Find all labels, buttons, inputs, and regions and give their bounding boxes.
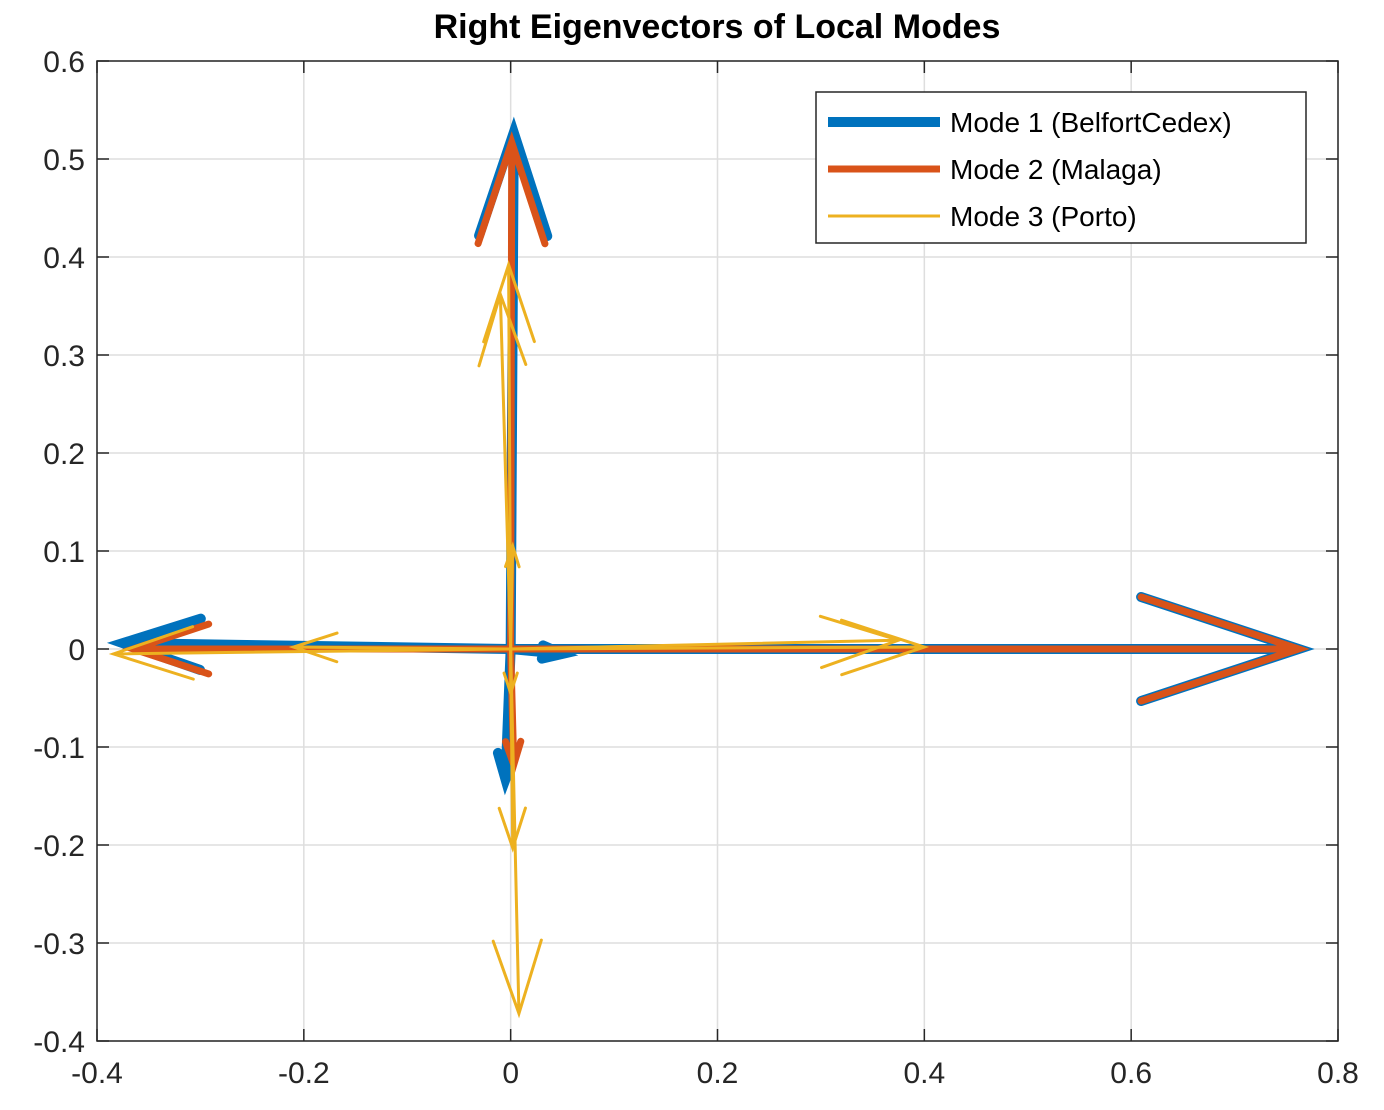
- y-tick-label: 0.2: [43, 438, 85, 471]
- x-tick-label: 0.2: [697, 1057, 739, 1090]
- legend-label-mode-1: Mode 1 (BelfortCedex): [950, 107, 1232, 138]
- y-tick-label: 0.1: [43, 536, 85, 569]
- y-tick-label: -0.2: [33, 830, 85, 863]
- eigenvector-arrow: [502, 647, 519, 698]
- legend[interactable]: Mode 1 (BelfortCedex) Mode 2 (Malaga) Mo…: [815, 91, 1307, 244]
- y-tick-label: 0.6: [43, 46, 85, 79]
- eigenvector-arrow: [504, 541, 521, 651]
- y-tick-label: 0.3: [43, 340, 85, 373]
- eigenvector-arrow: [482, 260, 536, 651]
- y-tick-label: 0.4: [43, 242, 85, 275]
- y-tick-label: 0.5: [43, 144, 85, 177]
- y-tick-label: -0.4: [33, 1026, 85, 1059]
- eigenvector-arrow: [509, 614, 904, 670]
- y-tick-label: -0.1: [33, 732, 85, 765]
- axis-ticks: -0.4 -0.2 0 0.2 0.4 0.6 0.8 -0.4 -0.3 -0.2 -0.1 0 0.…: [33, 46, 1359, 1090]
- x-tick-label: 0.4: [903, 1057, 945, 1090]
- eigenvector-arrow: [288, 631, 513, 664]
- x-tick-label: 0.6: [1110, 1057, 1152, 1090]
- x-tick-label: 0.8: [1317, 1057, 1359, 1090]
- y-tick-label: 0: [68, 634, 85, 667]
- x-tick-label: 0: [502, 1057, 519, 1090]
- x-tick-label: -0.2: [278, 1057, 330, 1090]
- legend-label-mode-3: Mode 3 (Porto): [950, 201, 1137, 232]
- legend-label-mode-2: Mode 2 (Malaga): [950, 154, 1162, 185]
- y-tick-label: -0.3: [33, 928, 85, 961]
- chart-title: Right Eigenvectors of Local Modes: [434, 8, 1001, 46]
- x-tick-label: -0.4: [71, 1057, 123, 1090]
- series-mode-3: [108, 260, 930, 1019]
- vector-field: [106, 116, 1315, 1019]
